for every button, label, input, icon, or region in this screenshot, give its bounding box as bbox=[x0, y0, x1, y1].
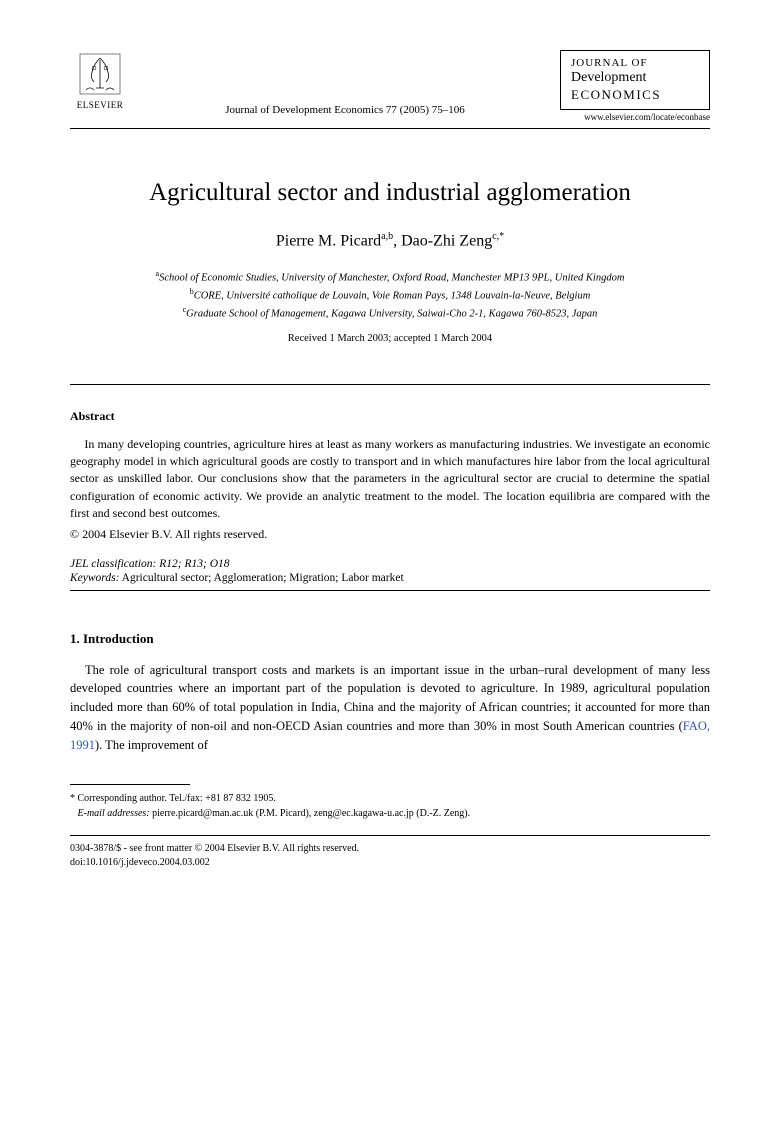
journal-line2: Development bbox=[571, 70, 699, 87]
abstract-copyright: © 2004 Elsevier B.V. All rights reserved… bbox=[70, 527, 710, 542]
article-title: Agricultural sector and industrial agglo… bbox=[70, 179, 710, 207]
author-1: Pierre M. Picard bbox=[276, 232, 381, 249]
footer-line-2: doi:10.1016/j.jdeveco.2004.03.002 bbox=[70, 856, 710, 870]
authors-line: Pierre M. Picarda,b, Dao-Zhi Zengc,* bbox=[70, 231, 710, 250]
header-row: ELSEVIER Journal of Development Economic… bbox=[70, 50, 710, 122]
footer-line-1: 0304-3878/$ - see front matter © 2004 El… bbox=[70, 842, 710, 856]
journal-box-wrap: JOURNAL OF Development ECONOMICS www.els… bbox=[560, 50, 710, 122]
para1-post: ). The improvement of bbox=[95, 738, 208, 752]
keywords-label: Keywords: bbox=[70, 572, 119, 584]
journal-title-box: JOURNAL OF Development ECONOMICS bbox=[560, 50, 710, 110]
corresponding-author-note: * Corresponding author. Tel./fax: +81 87… bbox=[70, 791, 710, 806]
email-addresses: pierre.picard@man.ac.uk (P.M. Picard), z… bbox=[150, 808, 471, 819]
jel-line: JEL classification: R12; R13; O18 bbox=[70, 558, 710, 570]
header-rule bbox=[70, 128, 710, 129]
keywords-list: Agricultural sector; Agglomeration; Migr… bbox=[119, 572, 403, 584]
publisher-label: ELSEVIER bbox=[70, 100, 130, 110]
publisher-logo: ELSEVIER bbox=[70, 50, 130, 110]
section-1-para-1: The role of agricultural transport costs… bbox=[70, 661, 710, 755]
jel-label: JEL classification: bbox=[70, 558, 156, 570]
author-2-marks: c,* bbox=[492, 231, 504, 242]
footnote-rule bbox=[70, 784, 190, 785]
locator-url: www.elsevier.com/locate/econbase bbox=[560, 112, 710, 122]
abstract-heading: Abstract bbox=[70, 409, 710, 424]
affil-c-text: Graduate School of Management, Kagawa Un… bbox=[186, 309, 597, 320]
elsevier-tree-icon bbox=[76, 50, 124, 98]
journal-line3: ECONOMICS bbox=[571, 87, 699, 103]
citation-line: Journal of Development Economics 77 (200… bbox=[130, 104, 560, 116]
abstract-bottom-rule bbox=[70, 590, 710, 591]
affiliation-a: aSchool of Economic Studies, University … bbox=[70, 268, 710, 286]
abstract-top-rule bbox=[70, 384, 710, 385]
section-1-heading: 1. Introduction bbox=[70, 631, 710, 647]
article-dates: Received 1 March 2003; accepted 1 March … bbox=[70, 333, 710, 344]
affil-b-text: CORE, Université catholique de Louvain, … bbox=[194, 291, 591, 302]
para1-pre: The role of agricultural transport costs… bbox=[70, 663, 710, 733]
journal-line1: JOURNAL OF bbox=[571, 57, 699, 70]
footer-rule bbox=[70, 835, 710, 836]
author-1-marks: a,b bbox=[381, 231, 393, 242]
affil-a-text: School of Economic Studies, University o… bbox=[159, 272, 624, 283]
author-2: Dao-Zhi Zeng bbox=[401, 232, 492, 249]
abstract-body: In many developing countries, agricultur… bbox=[70, 436, 710, 523]
keywords-line: Keywords: Agricultural sector; Agglomera… bbox=[70, 572, 710, 584]
email-line: E-mail addresses: pierre.picard@man.ac.u… bbox=[70, 806, 710, 821]
email-label: E-mail addresses: bbox=[78, 808, 150, 819]
affiliation-b: bCORE, Université catholique de Louvain,… bbox=[70, 286, 710, 304]
affiliation-c: cGraduate School of Management, Kagawa U… bbox=[70, 304, 710, 322]
jel-codes: R12; R13; O18 bbox=[156, 558, 229, 570]
affiliations-block: aSchool of Economic Studies, University … bbox=[70, 268, 710, 323]
